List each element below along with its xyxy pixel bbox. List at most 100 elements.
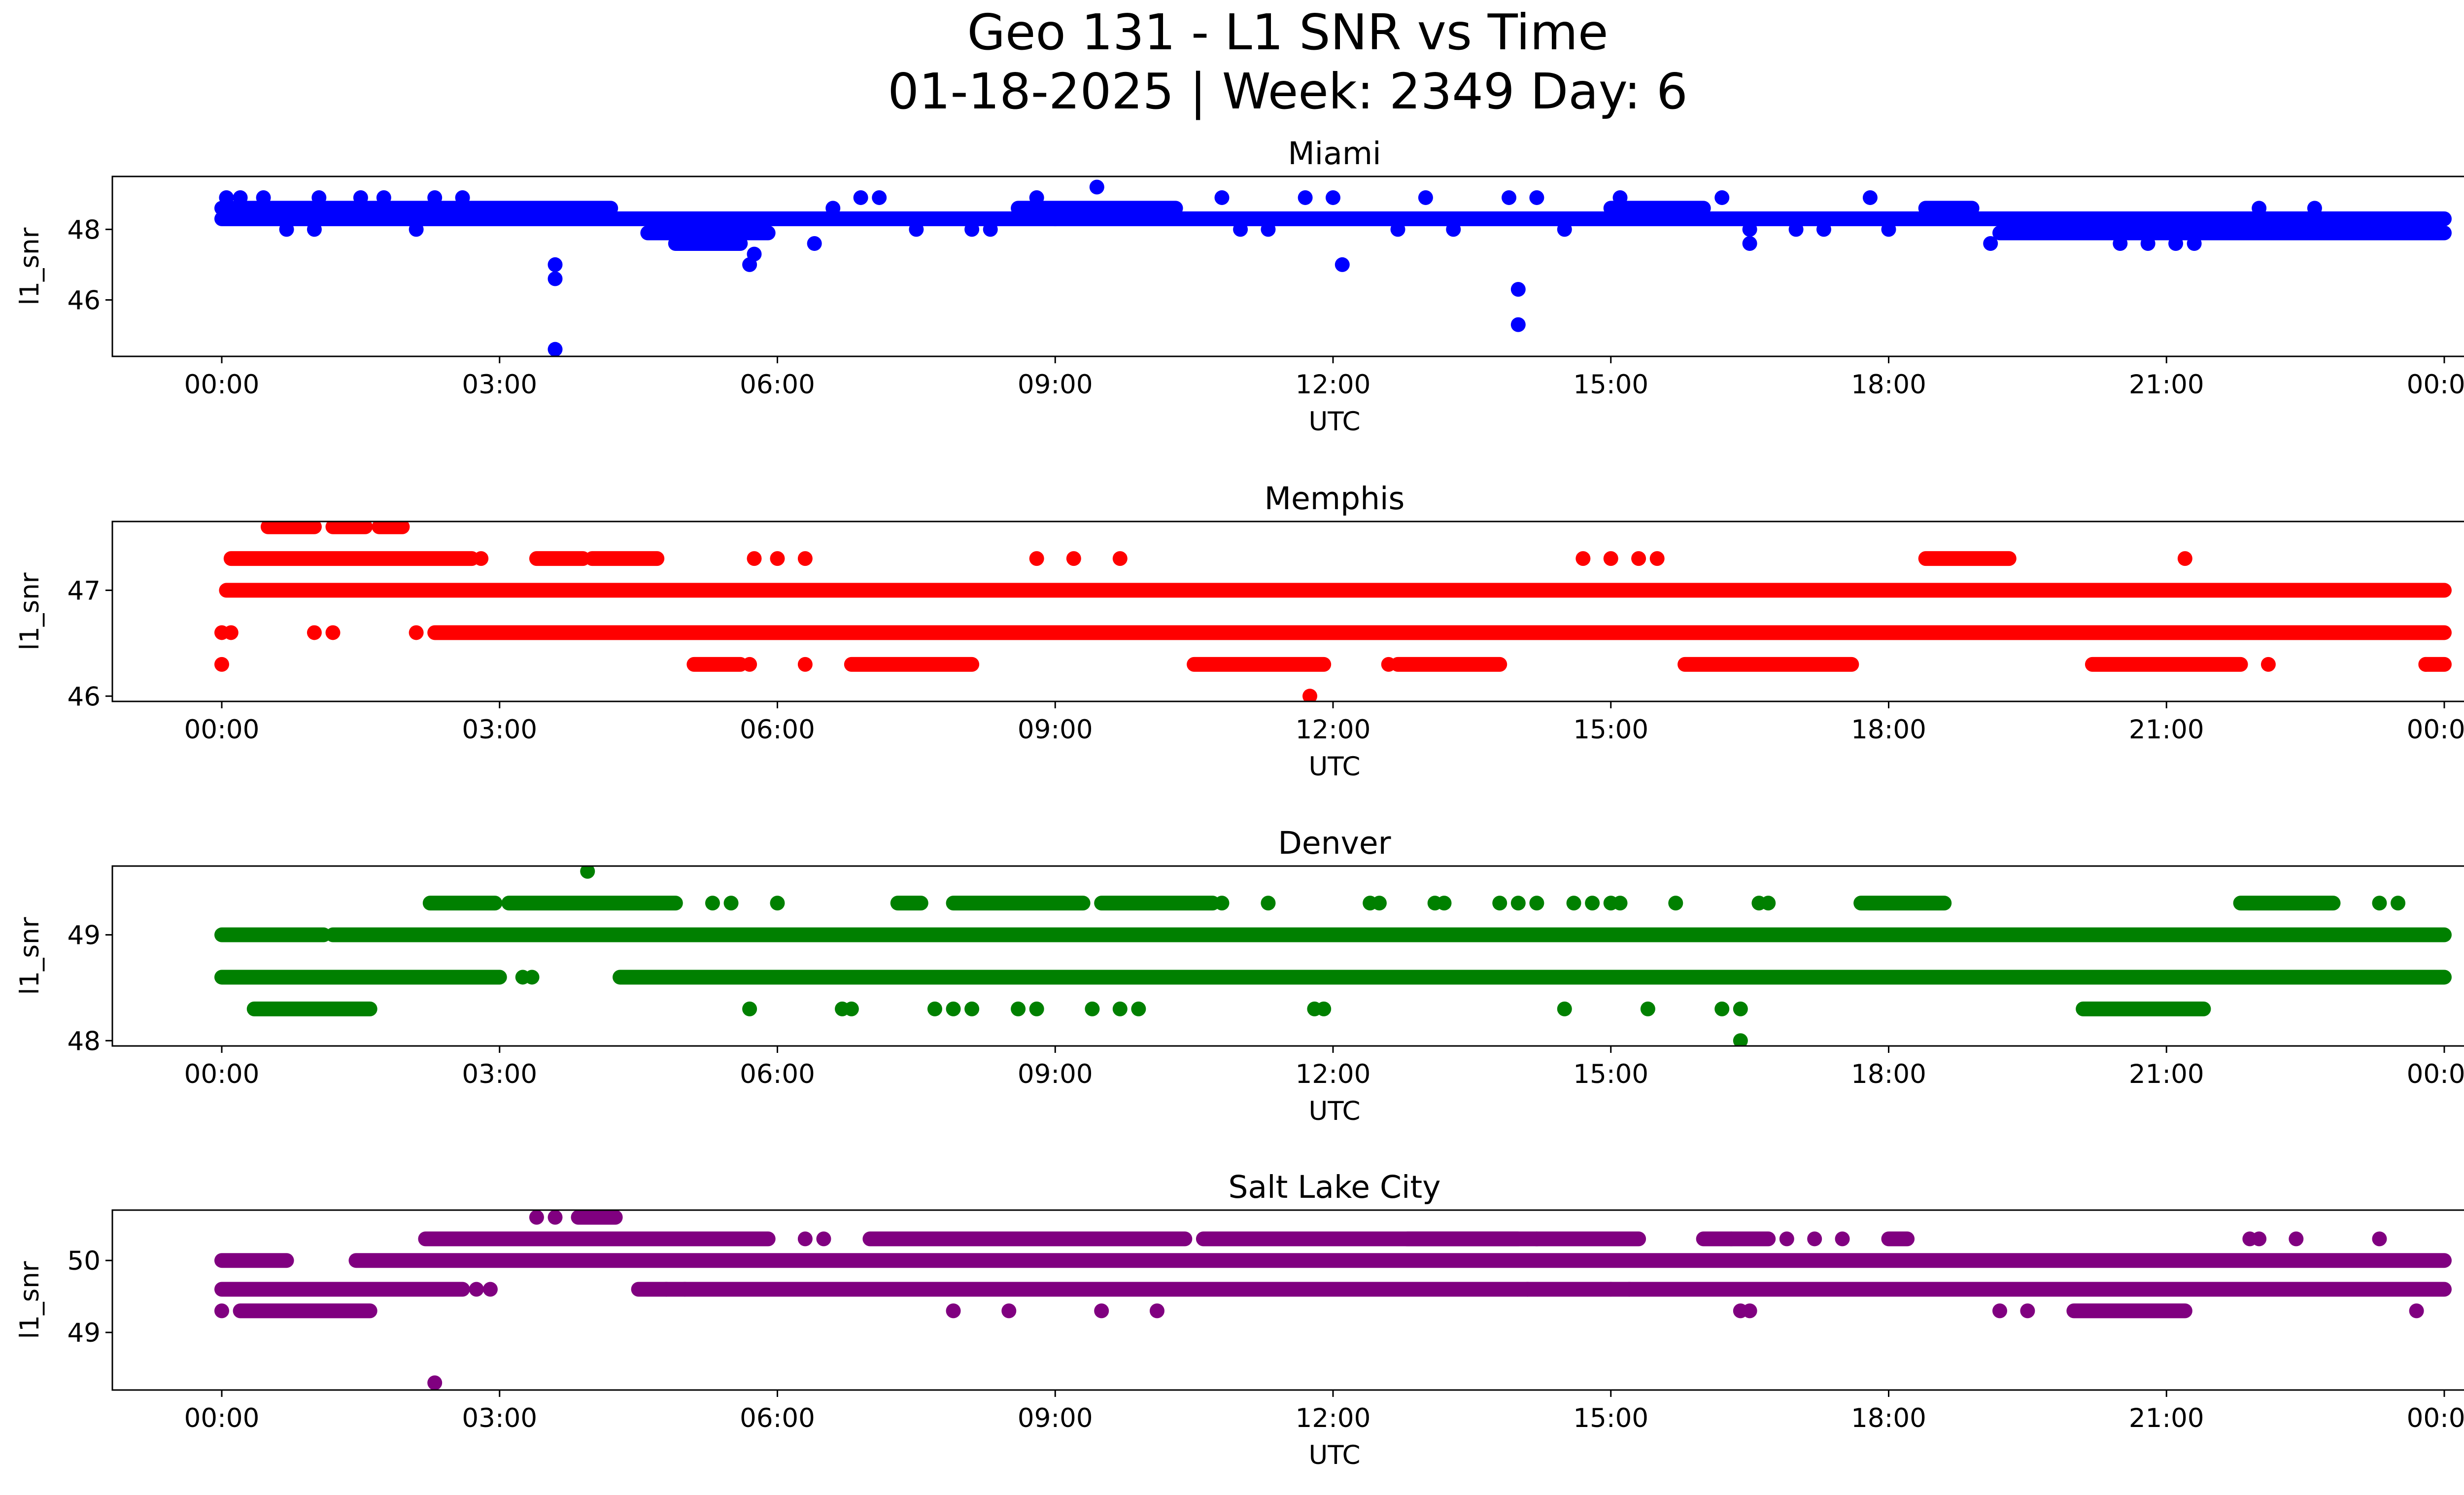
data-point	[1742, 1303, 1757, 1319]
x-tick-label: 18:00	[1851, 715, 1926, 745]
data-point	[2289, 1231, 2304, 1247]
data-point	[705, 236, 720, 251]
data-point	[233, 190, 248, 205]
x-tick-label: 00:00	[2407, 370, 2464, 400]
data-point	[219, 190, 234, 205]
data-point	[1983, 236, 1998, 251]
data-point	[742, 657, 757, 672]
data-point	[946, 1303, 961, 1319]
x-tick-label: 03:00	[462, 715, 537, 745]
data-point	[2307, 201, 2322, 216]
x-tick-label: 00:00	[184, 1059, 260, 1089]
data-point	[1381, 657, 1396, 672]
x-axis-label: UTC	[1308, 407, 1360, 437]
data-point	[455, 190, 470, 205]
x-tick-label: 18:00	[1851, 1059, 1926, 1089]
data-point	[1316, 1001, 1332, 1016]
y-tick-label: 49	[68, 1318, 101, 1348]
data-point	[2344, 222, 2360, 237]
data-point	[427, 1375, 443, 1390]
data-point	[214, 657, 229, 672]
x-tick-label: 21:00	[2129, 1059, 2204, 1089]
data-point	[1862, 190, 1878, 205]
y-tick-label: 48	[68, 215, 101, 245]
data-point	[1066, 551, 1081, 566]
y-axis-label: l1_snr	[15, 572, 45, 650]
data-point	[1371, 896, 1387, 911]
x-tick-label: 00:00	[2407, 1403, 2464, 1433]
data-point	[353, 190, 368, 205]
subplot-title-salt-lake-city: Salt Lake City	[1228, 1169, 1440, 1205]
x-tick-label: 06:00	[740, 1403, 815, 1433]
x-axis-label: UTC	[1308, 1096, 1360, 1126]
data-point	[770, 896, 785, 911]
y-tick-label: 46	[68, 285, 101, 315]
data-point	[1510, 282, 1526, 297]
scatter-series-salt-lake-city	[214, 1210, 2452, 1390]
figure-title-line2: 01-18-2025 | Week: 2349 Day: 6	[888, 63, 1687, 120]
x-tick-label: 15:00	[1573, 370, 1648, 400]
data-point	[214, 1303, 229, 1319]
data-point	[964, 222, 980, 237]
panel-miami: Miami 00:00 03:00 06:00 09:00 12:00 15:00 18:00…	[15, 136, 2464, 437]
data-point	[1029, 551, 1044, 566]
figure-title-line1: Geo 131 - L1 SNR vs Time	[967, 3, 1608, 61]
data-point	[964, 1001, 980, 1016]
data-point	[909, 222, 924, 237]
x-tick-label: 03:00	[462, 370, 537, 400]
x-tick-label: 12:00	[1296, 715, 1371, 745]
x-tick-label: 12:00	[1296, 370, 1371, 400]
x-axis-label: UTC	[1308, 1440, 1360, 1470]
data-point	[256, 190, 271, 205]
data-point	[1048, 211, 1063, 226]
x-tick-label: 15:00	[1573, 1059, 1648, 1089]
data-point	[1520, 1282, 1535, 1297]
x-tick-label: 06:00	[740, 370, 815, 400]
data-point	[1029, 190, 1044, 205]
y-axis-label: l1_snr	[15, 917, 45, 995]
data-point	[1585, 896, 1600, 911]
x-tick-label: 00:00	[184, 715, 260, 745]
data-point	[770, 551, 785, 566]
x-tick-label: 00:00	[184, 370, 260, 400]
data-point	[2020, 1303, 2035, 1319]
data-point	[946, 1001, 961, 1016]
data-point	[409, 625, 424, 640]
data-point	[1089, 179, 1104, 195]
data-point	[2372, 1231, 2387, 1247]
data-point	[2252, 1231, 2267, 1247]
x-tick-label: 00:00	[184, 1403, 260, 1433]
data-point	[1131, 1001, 1146, 1016]
data-point	[1001, 1303, 1017, 1319]
data-point	[1298, 190, 1313, 205]
subplot-title-denver: Denver	[1278, 825, 1391, 861]
data-point	[1724, 1231, 1739, 1247]
data-point	[677, 1282, 692, 1297]
data-point	[742, 1001, 757, 1016]
scatter-series-miami	[214, 179, 2452, 356]
data-point	[2113, 236, 2128, 251]
data-point	[529, 1210, 544, 1225]
data-point	[825, 201, 841, 216]
data-point	[1714, 1001, 1730, 1016]
data-point	[1094, 1303, 1109, 1319]
data-point	[1816, 222, 1831, 237]
data-point	[1214, 896, 1230, 911]
x-tick-label: 15:00	[1573, 1403, 1648, 1433]
y-tick-label: 49	[68, 921, 101, 951]
data-point	[469, 1282, 484, 1297]
data-point	[1640, 1001, 1655, 1016]
y-axis-label: l1_snr	[15, 1261, 45, 1339]
data-point	[1761, 896, 1776, 911]
y-tick-label: 50	[68, 1246, 101, 1276]
data-point	[1418, 190, 1433, 205]
data-point	[1029, 1001, 1044, 1016]
data-point	[307, 625, 322, 640]
data-point	[1992, 1303, 2007, 1319]
data-point	[1779, 1231, 1794, 1247]
data-point	[2252, 201, 2267, 216]
data-point	[1335, 257, 1350, 272]
data-point	[311, 190, 327, 205]
data-point	[705, 896, 720, 911]
